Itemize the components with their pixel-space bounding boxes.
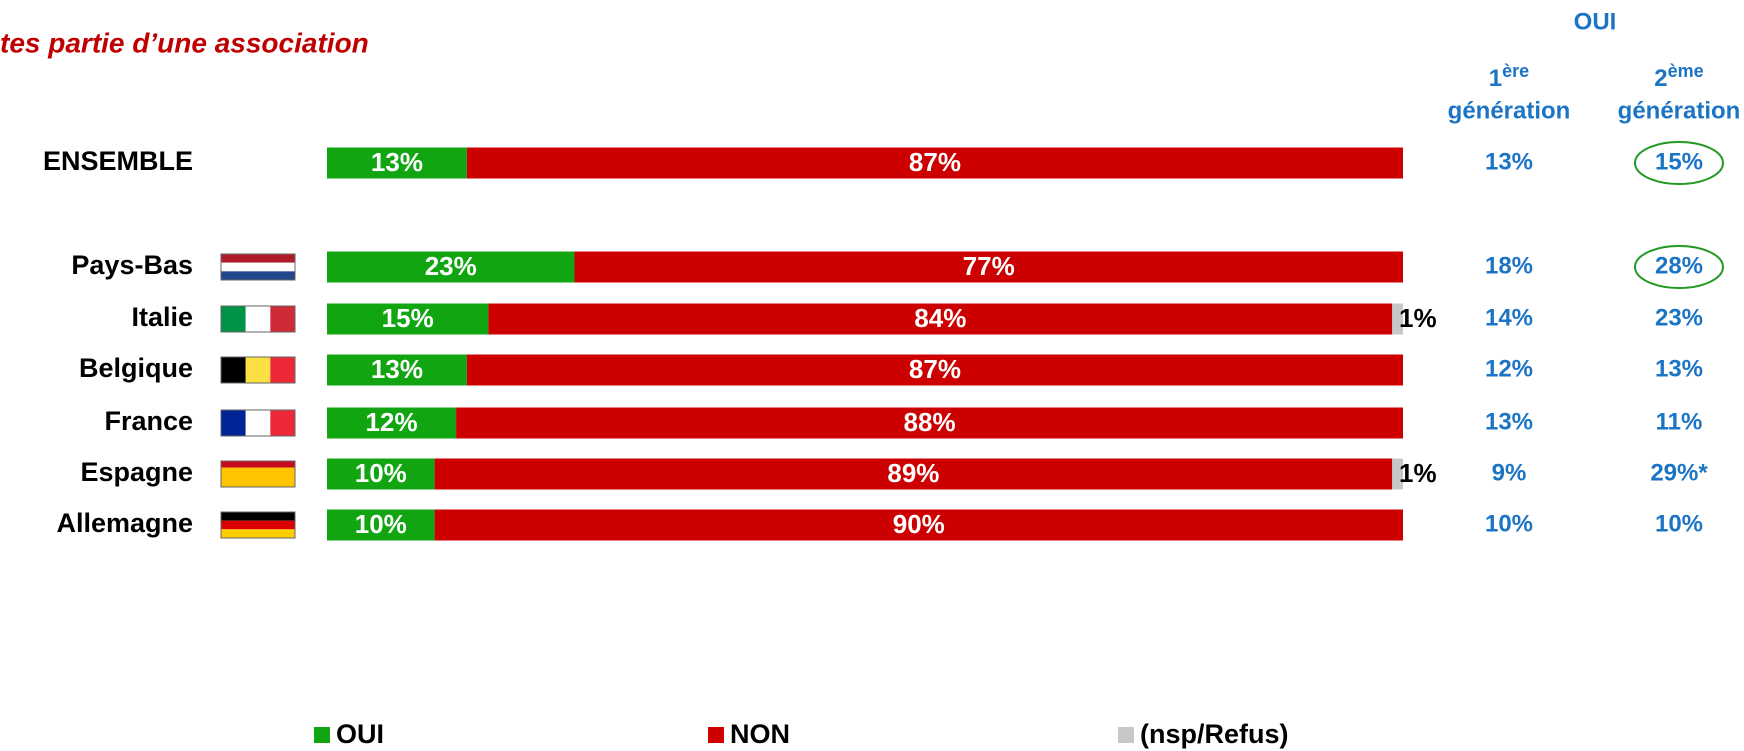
- flag-stripe: [221, 254, 295, 263]
- table-cell: 18%: [1485, 252, 1533, 279]
- bar-segment: [1392, 458, 1403, 490]
- table-cell: 10%: [1485, 510, 1533, 537]
- flag-stripe: [221, 512, 295, 521]
- value-label: 23%: [425, 251, 477, 281]
- table-cell: 13%: [1655, 355, 1703, 382]
- bar-segment: [574, 251, 1403, 283]
- column-label: génération: [1618, 97, 1741, 124]
- flag-border: [220, 356, 296, 384]
- table-cell: 12%: [1485, 355, 1533, 382]
- column-label: génération: [1448, 97, 1571, 124]
- column-sup: ème: [1668, 61, 1704, 81]
- flag-stripe: [221, 529, 295, 538]
- flag-stripe: [270, 410, 295, 436]
- chart-title: tes partie d’une association: [0, 27, 369, 58]
- flag-border: [220, 409, 296, 437]
- table-cell: 14%: [1485, 304, 1533, 331]
- value-label: 87%: [909, 354, 961, 384]
- category-label: Espagne: [80, 457, 193, 487]
- table-cell: 13%: [1485, 148, 1533, 175]
- table-cell: 11%: [1656, 408, 1703, 435]
- legend-label: NON: [730, 719, 790, 749]
- bar-segment: [327, 458, 435, 490]
- legend-label: OUI: [336, 719, 384, 749]
- table-cell: 9%: [1492, 459, 1527, 486]
- value-label: 1%: [1399, 303, 1437, 333]
- value-label: 77%: [963, 251, 1015, 281]
- value-label: 88%: [904, 407, 956, 437]
- category-label: Belgique: [79, 353, 193, 383]
- table-cell: 10%: [1655, 510, 1703, 537]
- category-label: France: [104, 406, 193, 436]
- table-cell: 29%*: [1650, 459, 1708, 486]
- table-cell: 15%: [1655, 148, 1703, 175]
- table-cell: 13%: [1485, 408, 1533, 435]
- column-number: 1: [1489, 65, 1502, 92]
- flag-stripe: [221, 410, 246, 436]
- bar-segment: [434, 509, 1404, 541]
- flag-border: [220, 460, 296, 488]
- bar-segment: [327, 303, 489, 335]
- flag-border: [220, 511, 296, 539]
- flag-stripe: [221, 306, 246, 332]
- value-label: 10%: [355, 509, 407, 539]
- table-cell: 28%: [1655, 252, 1703, 279]
- value-label: 12%: [366, 407, 418, 437]
- bar-segment: [456, 407, 1403, 439]
- column-sup: ère: [1502, 61, 1529, 81]
- flag-stripe: [245, 410, 271, 436]
- category-label: Pays-Bas: [71, 250, 193, 280]
- flag-stripe: [221, 520, 295, 530]
- bar-segment: [466, 147, 1403, 179]
- legend-swatch: [708, 727, 724, 743]
- bar-segment: [327, 251, 575, 283]
- value-label: 84%: [914, 303, 966, 333]
- category-label: Allemagne: [56, 508, 193, 538]
- value-label: 89%: [887, 458, 939, 488]
- flag-stripe: [221, 271, 295, 280]
- value-label: 15%: [382, 303, 434, 333]
- flag-stripe: [221, 467, 295, 481]
- column-header: 2ème: [1654, 61, 1703, 93]
- category-label: ENSEMBLE: [43, 146, 193, 176]
- flag-stripe: [245, 306, 271, 332]
- highlight-circle: [1634, 141, 1724, 185]
- flag-stripe: [221, 461, 295, 468]
- highlight-circle: [1634, 245, 1724, 289]
- bar-segment: [466, 354, 1403, 386]
- bar-segment: [488, 303, 1393, 335]
- flag-border: [220, 253, 296, 281]
- value-label: 87%: [909, 147, 961, 177]
- bar-segment: [327, 509, 435, 541]
- value-label: 13%: [371, 354, 423, 384]
- value-label: 1%: [1399, 458, 1437, 488]
- table-title: OUI: [1574, 8, 1617, 35]
- legend-swatch: [314, 727, 330, 743]
- flag-stripe: [221, 357, 246, 383]
- legend-label: (nsp/Refus): [1140, 719, 1289, 749]
- value-label: 10%: [355, 458, 407, 488]
- bar-segment: [1392, 303, 1403, 335]
- value-label: 13%: [371, 147, 423, 177]
- flag-stripe: [221, 480, 295, 487]
- bar-segment: [327, 147, 467, 179]
- column-header: 1ère: [1489, 61, 1529, 93]
- bar-segment: [327, 407, 457, 439]
- flag-stripe: [270, 306, 295, 332]
- flag-stripe: [270, 357, 295, 383]
- bar-segment: [434, 458, 1393, 490]
- table-cell: 23%: [1655, 304, 1703, 331]
- flag-border: [220, 305, 296, 333]
- legend-swatch: [1118, 727, 1134, 743]
- value-label: 90%: [893, 509, 945, 539]
- bar-segment: [327, 354, 467, 386]
- flag-stripe: [221, 262, 295, 272]
- flag-stripe: [245, 357, 271, 383]
- category-label: Italie: [131, 302, 193, 332]
- column-number: 2: [1654, 65, 1667, 92]
